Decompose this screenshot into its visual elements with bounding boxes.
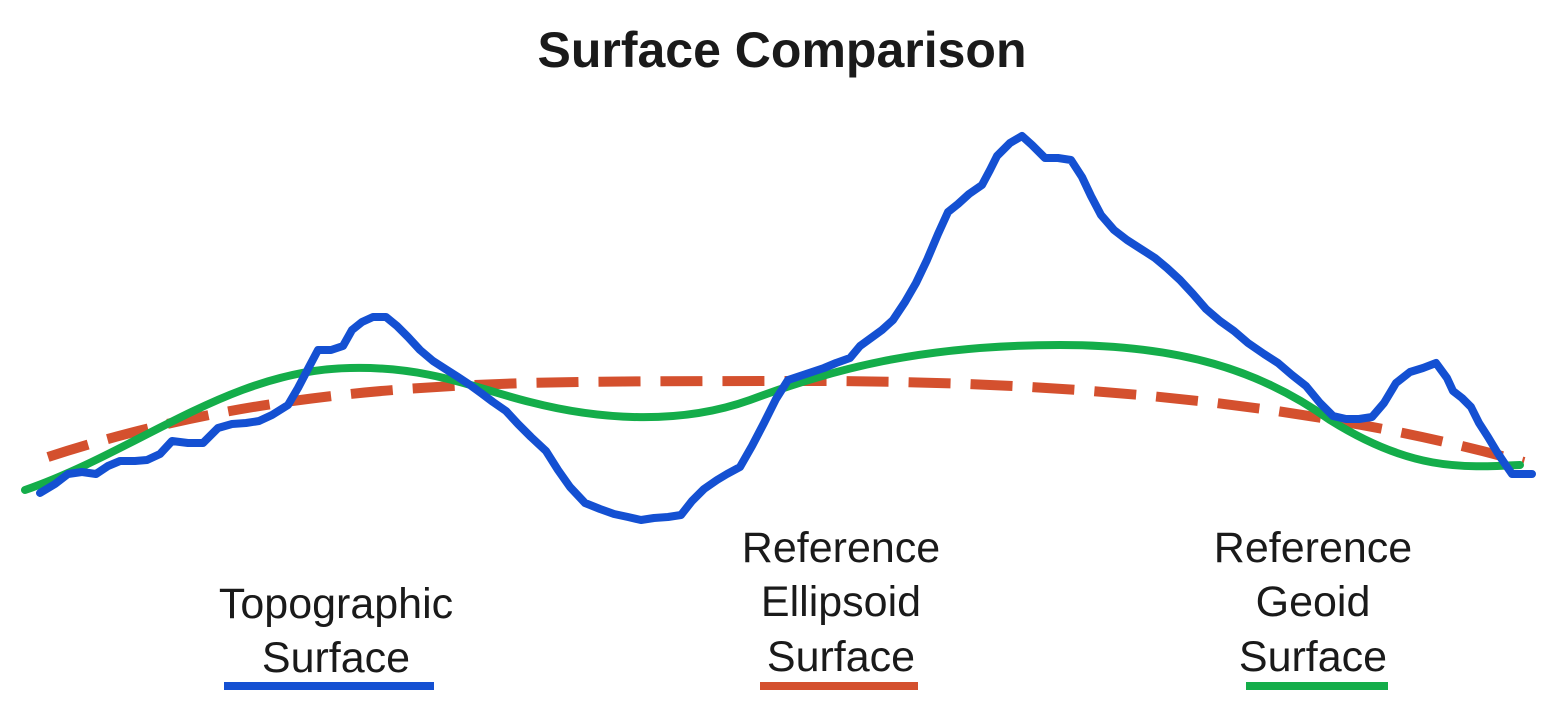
legend-ellipsoid-line-1: Reference — [742, 524, 940, 572]
legend-ellipsoid: Reference Ellipsoid Surface — [742, 524, 940, 690]
legend-topographic: Topographic Surface — [219, 580, 453, 690]
legend-topographic-line-2: Surface — [262, 634, 410, 682]
topographic-surface-curve — [36, 132, 1536, 524]
diagram-title: Surface Comparison — [537, 22, 1026, 78]
geoid-surface-curve — [21, 340, 1524, 494]
legend-geoid-line-3: Surface — [1239, 633, 1387, 681]
legend-geoid: Reference Geoid Surface — [1214, 524, 1412, 690]
legend-ellipsoid-line-3: Surface — [767, 633, 915, 681]
legend-geoid-line-1: Reference — [1214, 524, 1412, 572]
legend-ellipsoid-line-2: Ellipsoid — [761, 578, 921, 626]
legend-topographic-line-1: Topographic — [219, 580, 453, 628]
ellipsoid-surface-curve — [46, 375, 1526, 467]
legend-geoid-line-2: Geoid — [1256, 578, 1371, 626]
